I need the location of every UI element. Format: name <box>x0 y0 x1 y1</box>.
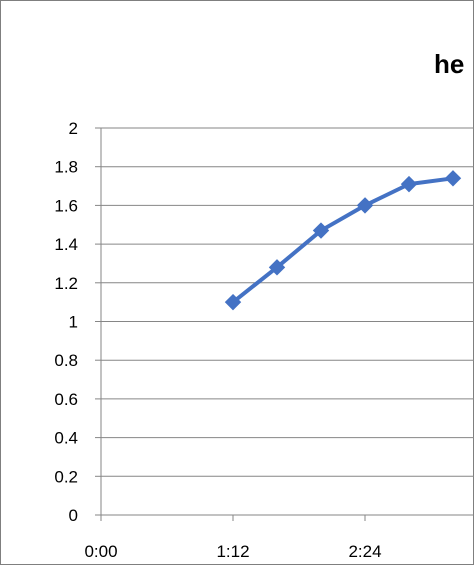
y-tick-label: 1.6 <box>54 196 78 215</box>
x-tick-label: 1:12 <box>216 542 249 561</box>
gridlines <box>101 127 474 477</box>
y-tick-labels: 0 0.2 0.4 0.6 0.8 1 1.2 1.4 1.6 1.8 2 <box>54 119 78 525</box>
y-tick-label: 1 <box>69 313 78 332</box>
chart-title: he <box>434 49 464 79</box>
data-point-marker <box>444 170 462 187</box>
y-tick-label: 0.4 <box>54 429 78 448</box>
y-tick-label: 0.8 <box>54 351 78 370</box>
data-point-marker <box>224 293 242 311</box>
y-tick-label: 0.6 <box>54 390 78 409</box>
y-tick-label: 0.2 <box>54 467 78 486</box>
y-tick-label: 2 <box>69 119 78 138</box>
x-tick-label: 2:24 <box>348 542 381 561</box>
data-point-marker <box>356 197 374 214</box>
data-point-marker <box>268 259 286 276</box>
y-tick-label: 1.2 <box>54 274 78 293</box>
y-tick-label: 1.4 <box>54 235 78 254</box>
x-tick-labels: 0:00 1:12 2:24 <box>84 542 381 561</box>
axes <box>95 127 474 521</box>
data-point-marker <box>312 222 330 239</box>
data-point-marker <box>400 175 418 193</box>
y-tick-label: 0 <box>69 506 78 525</box>
series-line <box>231 176 455 305</box>
series-layer <box>224 170 462 311</box>
y-tick-label: 1.8 <box>54 158 78 177</box>
x-tick-label: 0:00 <box>84 542 117 561</box>
